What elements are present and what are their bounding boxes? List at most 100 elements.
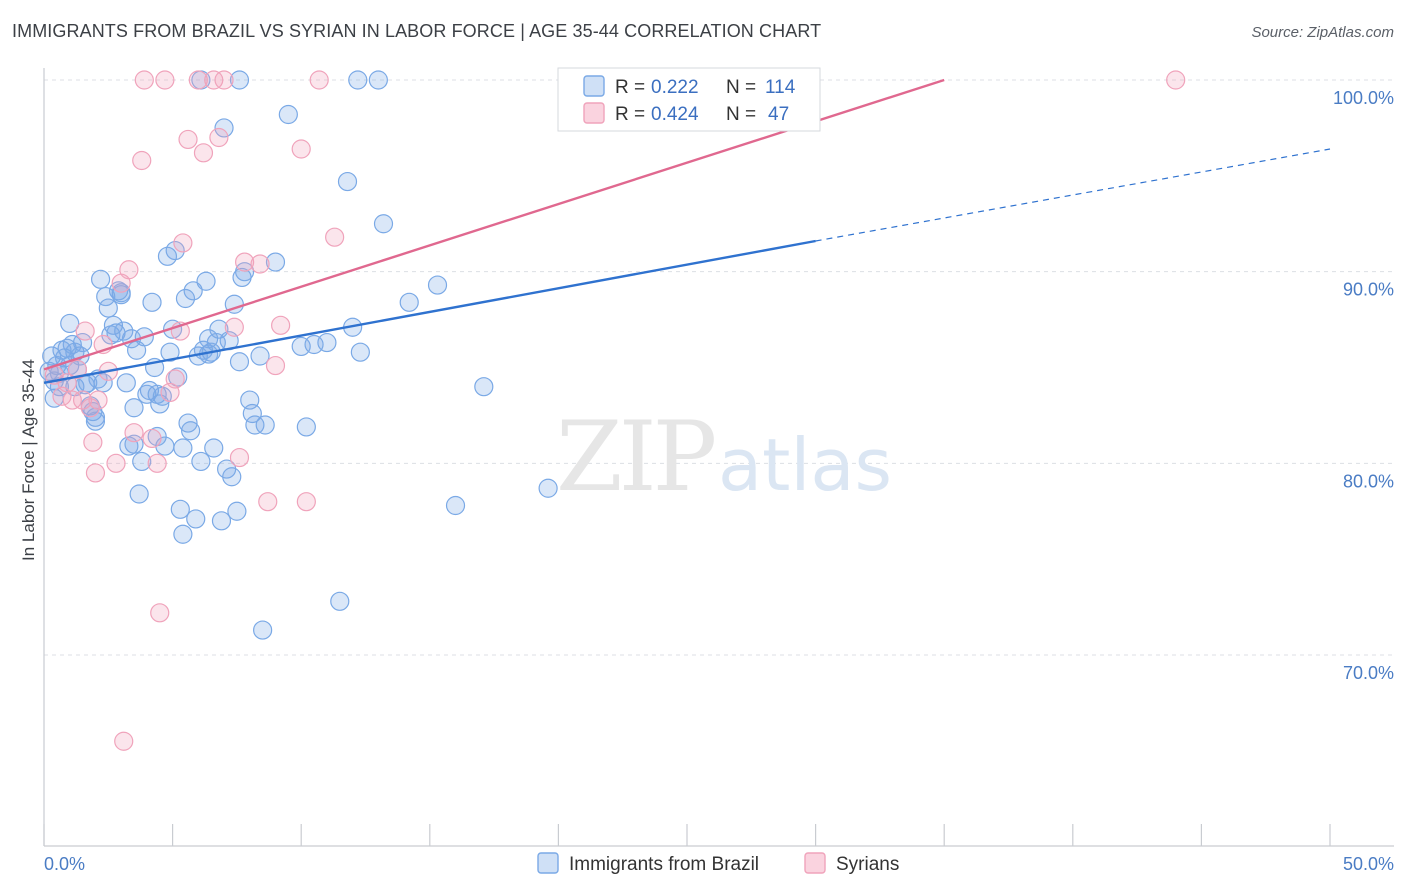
brazil-point [72, 332, 93, 353]
syrian-point [209, 127, 229, 148]
syrian-point [85, 463, 106, 483]
brazil-point [142, 292, 162, 312]
brazil-point [227, 501, 247, 521]
brazil-point [90, 269, 111, 289]
brazil-point [124, 398, 144, 418]
brazil-point [368, 70, 388, 90]
syrian-point [193, 143, 214, 163]
y-axis-label: In Labor Force | Age 35-44 [19, 359, 38, 561]
series-legend-label-syrians: Syrians [836, 854, 899, 875]
brazil-point [170, 499, 190, 519]
watermark-atlas: atlas [718, 423, 892, 507]
syrian-point [309, 70, 329, 90]
brazil-point [222, 467, 242, 487]
legend-n-label-0: N = [726, 77, 756, 98]
legend-r-value-0: 0.222 [651, 77, 699, 98]
syrian-point [296, 492, 316, 512]
syrian-point [88, 390, 108, 410]
syrian-point [325, 227, 345, 247]
legend-swatch-syrians [583, 102, 605, 124]
y-tick-label: 70.0% [1343, 663, 1394, 683]
syrian-point [83, 432, 103, 452]
syrian-point [1166, 70, 1186, 90]
x-tick-label: 0.0% [44, 854, 85, 874]
brazil-point [211, 511, 232, 531]
y-tick-label: 100.0% [1333, 88, 1394, 108]
brazil-point [160, 342, 180, 362]
syrian-point [150, 603, 170, 623]
chart-title: IMMIGRANTS FROM BRAZIL VS SYRIAN IN LABO… [12, 21, 822, 41]
watermark-zip: ZIP [556, 401, 715, 513]
brazil-point [173, 524, 193, 544]
syrian-point [119, 260, 139, 280]
syrian-point [124, 423, 144, 443]
brazil-point [98, 298, 118, 318]
legend-swatch-brazil [583, 75, 605, 97]
brazil-point [129, 484, 149, 504]
brazil-point [250, 346, 270, 366]
series-legend-swatch-brazil [537, 852, 559, 874]
syrian-point [67, 359, 88, 380]
series-legend-label-brazil: Immigrants from Brazil [569, 854, 759, 875]
syrian-point [132, 150, 152, 171]
syrian-point [165, 369, 185, 389]
syrian-point [178, 129, 198, 150]
axes [43, 68, 1394, 847]
brazil-trend-line [43, 239, 816, 385]
syrian-point [72, 390, 93, 410]
brazil-point [214, 118, 234, 138]
correlation-legend: R = 0.222 N = 114 R = 0.424 N = 47 [557, 67, 821, 132]
legend-n-value-1: 47 [768, 104, 789, 125]
brazil-point [196, 271, 216, 291]
brazil-point [373, 214, 394, 234]
brazil-point [229, 352, 250, 372]
syrian-point [147, 453, 167, 473]
y-tick-label: 80.0% [1343, 471, 1394, 491]
brazil-point [348, 70, 368, 90]
brazil-points [39, 70, 633, 640]
syrian-point [188, 70, 208, 90]
syrian-point [80, 398, 100, 418]
brazil-point [317, 332, 337, 353]
brazil-point [93, 373, 113, 393]
brazil-point [255, 415, 275, 435]
brazil-point [173, 438, 193, 458]
brazil-point [445, 495, 466, 516]
brazil-point [265, 252, 286, 272]
brazil-point [350, 342, 370, 362]
legend-r-label-0: R = [615, 77, 645, 98]
series-legend-swatch-syrians [804, 852, 826, 874]
brazil-point [178, 413, 198, 433]
brazil-point [103, 315, 124, 335]
legend-r-label-1: R = [615, 104, 645, 125]
brazil-point [337, 171, 358, 192]
y-tick-label: 90.0% [1343, 280, 1394, 300]
brazil-point [399, 292, 419, 312]
tick-labels: 100.0% 90.0% 80.0% 70.0% 0.0% 50.0% [44, 88, 1394, 874]
brazil-point [204, 438, 224, 458]
syrian-point [214, 70, 234, 90]
brazil-point [242, 403, 262, 424]
brazil-point [124, 434, 144, 454]
brazil-point [427, 275, 448, 295]
syrian-point [258, 492, 278, 512]
brazil-point [191, 451, 211, 472]
syrian-point [291, 139, 311, 159]
syrian-point [235, 252, 255, 272]
syrian-points [44, 70, 1186, 751]
syrian-point [265, 355, 286, 376]
brazil-point [181, 421, 201, 441]
syrian-point [142, 428, 162, 449]
syrian-point [271, 315, 291, 335]
legend-r-value-1: 0.424 [651, 104, 699, 125]
brazil-point [116, 373, 136, 393]
brazil-point [60, 313, 80, 334]
legend-n-label-1: N = [726, 104, 756, 125]
brazil-point [245, 415, 265, 435]
brazil-point [165, 240, 185, 261]
brazil-trend-extension [815, 148, 1331, 242]
brazil-point [175, 288, 196, 309]
syrian-point [155, 70, 175, 90]
brazil-point [538, 478, 558, 498]
